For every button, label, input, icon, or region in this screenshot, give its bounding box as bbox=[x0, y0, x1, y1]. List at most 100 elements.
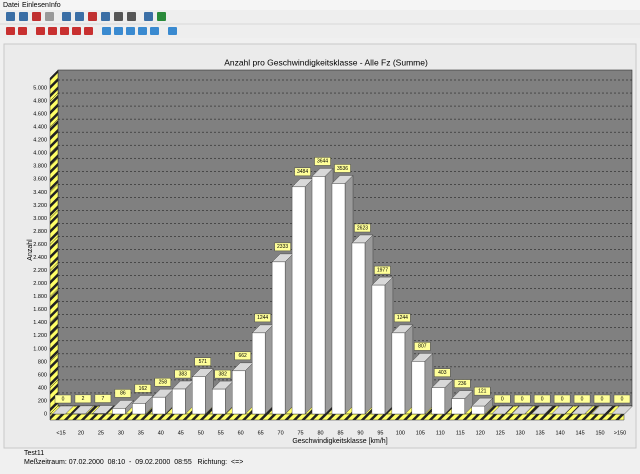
menu-item[interactable]: Info bbox=[49, 2, 61, 9]
x-tick-label: 145 bbox=[575, 430, 584, 436]
y-tick-label: 2.200 bbox=[33, 268, 47, 274]
toolbar-button[interactable] bbox=[60, 27, 69, 35]
toolbar-button[interactable] bbox=[168, 27, 177, 35]
wall-grid-line bbox=[49, 223, 59, 232]
x-tick-label: 150 bbox=[595, 430, 604, 436]
x-tick-label: 75 bbox=[298, 430, 304, 436]
bar bbox=[351, 234, 374, 415]
value-label-box bbox=[354, 223, 371, 233]
value-label-box bbox=[533, 394, 551, 404]
toolbar-button[interactable] bbox=[45, 12, 54, 21]
value-label-box bbox=[174, 369, 191, 379]
x-tick-label: 45 bbox=[178, 430, 184, 436]
y-tick-label: 2.600 bbox=[33, 242, 47, 248]
bar-front bbox=[271, 261, 286, 415]
bar-front bbox=[112, 408, 126, 415]
value-label: 1977 bbox=[377, 267, 388, 273]
y-tick-label: 600 bbox=[38, 372, 47, 378]
bar bbox=[52, 405, 74, 415]
bar bbox=[511, 405, 534, 415]
y-tick-label: 2.800 bbox=[33, 229, 47, 235]
value-label-box bbox=[94, 394, 112, 403]
value-label: 3536 bbox=[337, 166, 348, 172]
value-label: 2333 bbox=[277, 244, 288, 250]
x-tick-label: 130 bbox=[516, 430, 525, 436]
bar-top bbox=[52, 405, 74, 415]
bar bbox=[611, 405, 633, 415]
y-tick-label: 4.400 bbox=[33, 125, 47, 131]
bar bbox=[211, 380, 234, 415]
value-label: 0 bbox=[62, 396, 65, 402]
x-tick-label: 50 bbox=[198, 430, 204, 436]
bar bbox=[271, 253, 294, 415]
x-tick-label: 95 bbox=[377, 430, 383, 436]
toolbar-button[interactable] bbox=[157, 12, 166, 21]
toolbar-button[interactable] bbox=[18, 27, 27, 35]
value-label: 3644 bbox=[317, 159, 328, 165]
y-tick-label: 400 bbox=[38, 385, 47, 391]
value-label: 1244 bbox=[397, 315, 408, 321]
value-label: 7 bbox=[102, 396, 105, 402]
wall-grid-line bbox=[49, 275, 59, 284]
toolbar-button[interactable] bbox=[6, 12, 15, 21]
y-tick-label: 2.400 bbox=[33, 255, 47, 261]
wall-grid-line bbox=[49, 249, 59, 258]
toolbar-button[interactable] bbox=[6, 27, 15, 35]
wall-grid-line bbox=[49, 236, 59, 245]
value-label-box bbox=[214, 369, 231, 379]
toolbar-button[interactable] bbox=[62, 12, 71, 21]
toolbar-button[interactable] bbox=[114, 27, 123, 35]
wall-grid-line bbox=[49, 171, 59, 180]
bar bbox=[451, 390, 474, 415]
wall-grid-line bbox=[49, 197, 59, 206]
value-label-box bbox=[134, 384, 152, 393]
value-label: 0 bbox=[621, 396, 624, 402]
value-label-box bbox=[334, 164, 351, 173]
left-wall bbox=[49, 69, 59, 415]
menu-item[interactable]: Einlesen bbox=[22, 2, 49, 9]
toolbar-button[interactable] bbox=[138, 27, 147, 35]
chart-title: Anzahl pro Geschwindigkeitsklasse - Alle… bbox=[224, 57, 428, 67]
value-label: 0 bbox=[601, 396, 604, 402]
wall-grid-line bbox=[49, 301, 59, 310]
bar-front bbox=[391, 332, 406, 415]
toolbar-button[interactable] bbox=[19, 12, 28, 21]
toolbar-button[interactable] bbox=[75, 12, 84, 21]
toolbar-button[interactable] bbox=[48, 27, 57, 35]
value-label: 807 bbox=[418, 344, 427, 350]
bar-top bbox=[491, 405, 514, 415]
toolbar-button[interactable] bbox=[114, 12, 123, 21]
toolbar-button[interactable] bbox=[36, 27, 45, 35]
bar-front bbox=[132, 403, 146, 415]
toolbar-button[interactable] bbox=[32, 12, 41, 21]
wall-grid-line bbox=[49, 145, 59, 154]
x-tick-label: 125 bbox=[496, 430, 505, 436]
bar bbox=[111, 399, 134, 415]
bar-front bbox=[172, 388, 186, 415]
bar bbox=[91, 405, 114, 415]
toolbar-button[interactable] bbox=[84, 27, 93, 35]
toolbar-button[interactable] bbox=[127, 12, 136, 21]
value-label-box bbox=[234, 351, 251, 361]
x-tick-label: <15 bbox=[56, 430, 65, 436]
wall-grid-line bbox=[49, 210, 59, 219]
bar-front bbox=[411, 361, 426, 415]
toolbar-button[interactable] bbox=[102, 27, 111, 35]
toolbar-button[interactable] bbox=[72, 27, 81, 35]
value-label-box bbox=[114, 389, 132, 398]
bar-front bbox=[192, 376, 206, 415]
x-axis-title: Geschwindigkeitsklasse [km/h] bbox=[292, 438, 387, 445]
menu-item[interactable]: Datei bbox=[3, 2, 20, 9]
toolbar-button[interactable] bbox=[144, 12, 153, 21]
value-label-box bbox=[553, 394, 571, 404]
toolbar-button[interactable] bbox=[150, 27, 159, 35]
toolbar-button[interactable] bbox=[101, 12, 110, 21]
bar bbox=[531, 405, 554, 415]
toolbar-button[interactable] bbox=[88, 12, 97, 21]
wall-grid-line bbox=[49, 92, 59, 102]
toolbar-button[interactable] bbox=[126, 27, 135, 35]
value-label: 1244 bbox=[257, 315, 268, 321]
x-tick-label: 105 bbox=[416, 430, 425, 436]
value-label: 0 bbox=[501, 396, 504, 402]
value-label: 3484 bbox=[297, 169, 308, 175]
